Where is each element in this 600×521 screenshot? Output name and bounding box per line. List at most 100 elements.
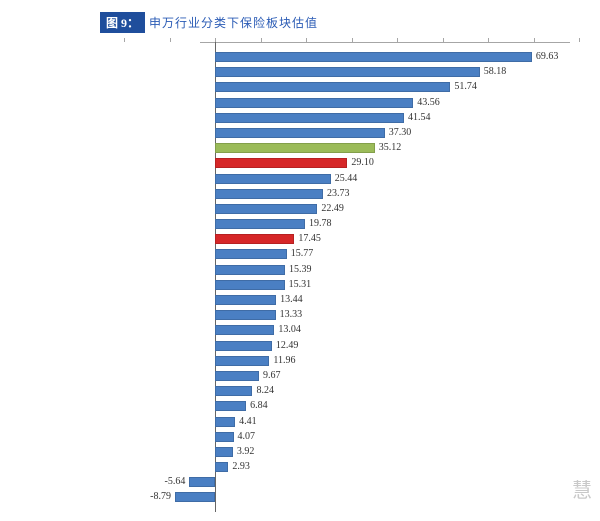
bar-row: 13.44 [70,293,570,308]
bar-row: 37.30 [70,126,570,141]
bar-row: 11.96 [70,354,570,369]
bar [215,143,375,153]
bar-row: -5.64 [70,475,570,490]
x-tick [534,38,535,42]
bar-row: 4.07 [70,430,570,445]
bar-value-label: 11.96 [273,355,295,366]
bar-value-label: 3.92 [237,446,255,457]
bar [215,280,285,290]
bar-value-label: 29.10 [351,157,374,168]
title-badge: 图 9： [100,12,145,33]
bar-row: 13.33 [70,308,570,323]
bar [215,234,294,244]
bar-value-label: 15.39 [289,264,312,275]
bar-row: 3.92 [70,445,570,460]
bar [215,219,305,229]
bar [215,401,246,411]
bar-row: 12.49 [70,339,570,354]
bar [215,310,276,320]
bar-value-label: 15.77 [291,248,314,259]
bar-row: 51.74 [70,80,570,95]
bar [215,98,413,108]
bar-row: -8.79 [70,490,570,505]
bar-row: 43.56 [70,96,570,111]
bar-value-label: 25.44 [335,173,358,184]
bar-value-label: 15.31 [289,279,312,290]
bar-value-label: 37.30 [389,127,412,138]
x-tick [170,38,171,42]
bar-value-label: 69.63 [536,51,559,62]
bar-value-label: 13.33 [280,309,303,320]
watermark: 慧 [572,474,594,503]
bar [215,325,274,335]
bar-row: 58.18 [70,65,570,80]
bar-value-label: 23.73 [327,188,350,199]
x-tick [124,38,125,42]
bar-value-label: 12.49 [276,340,299,351]
bar [215,341,272,351]
title-text: 申万行业分类下保险板块估值 [149,14,318,31]
bar-value-label: 19.78 [309,218,332,229]
bar-value-label: 4.41 [239,416,257,427]
bar [215,249,287,259]
bar-value-label: 35.12 [379,142,402,153]
bar-row: 41.54 [70,111,570,126]
x-axis [200,42,570,43]
bar-value-label: -5.64 [165,476,186,487]
bar [215,371,259,381]
bar [215,174,331,184]
page: 图 9： 申万行业分类下保险板块估值 69.63 58.18 51.74 43.56 4… [0,0,600,521]
bar [215,265,285,275]
bar-value-label: 41.54 [408,112,431,123]
bar-value-label: 2.93 [232,461,250,472]
bar-row: 15.39 [70,263,570,278]
bar [215,189,323,199]
bar-row: 9.67 [70,369,570,384]
bar [215,295,276,305]
bar-row: 2.93 [70,460,570,475]
bar [215,356,269,366]
bar-row: 4.41 [70,415,570,430]
bar [215,128,385,138]
x-tick [443,38,444,42]
bar-row: 13.04 [70,323,570,338]
bar-row: 35.12 [70,141,570,156]
bar [215,67,480,77]
bar [215,113,404,123]
bar [189,477,215,487]
bar-value-label: -8.79 [150,491,171,502]
x-tick [261,38,262,42]
bar-row: 15.31 [70,278,570,293]
bar [215,432,234,442]
bar [215,158,347,168]
bar [215,386,252,396]
bar-row: 23.73 [70,187,570,202]
x-tick [579,38,580,42]
bar-value-label: 58.18 [484,66,507,77]
chart-area: 69.63 58.18 51.74 43.56 41.54 37.30 35.12 29.10… [70,42,570,512]
bar-value-label: 43.56 [417,97,440,108]
bar [215,462,228,472]
bar-value-label: 13.44 [280,294,303,305]
x-tick [488,38,489,42]
bar-row: 29.10 [70,156,570,171]
bar [215,52,532,62]
bar-value-label: 6.84 [250,400,268,411]
bar-value-label: 17.45 [298,233,321,244]
bar-row: 19.78 [70,217,570,232]
x-tick [352,38,353,42]
chart-title-row: 图 9： 申万行业分类下保险板块估值 [100,12,318,33]
bar-row: 8.24 [70,384,570,399]
bar-value-label: 13.04 [278,324,301,335]
x-tick [306,38,307,42]
bar-row: 6.84 [70,399,570,414]
bar-row: 25.44 [70,172,570,187]
bar [175,492,215,502]
bar-row: 22.49 [70,202,570,217]
bar-row: 69.63 [70,50,570,65]
bar-value-label: 22.49 [321,203,344,214]
bar [215,447,233,457]
bar-value-label: 9.67 [263,370,281,381]
bar-value-label: 51.74 [454,81,477,92]
x-tick [397,38,398,42]
